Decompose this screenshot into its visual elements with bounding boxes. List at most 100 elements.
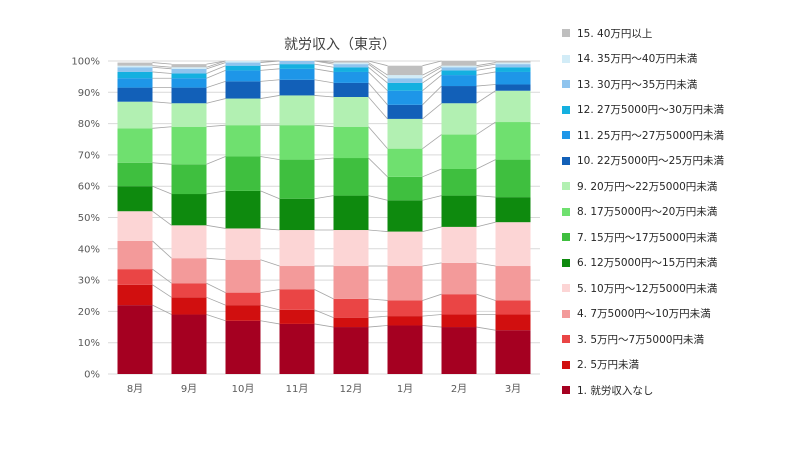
series-line <box>206 98 226 104</box>
bar-segment <box>117 305 153 374</box>
bar-segment <box>441 134 477 169</box>
bar-segment <box>333 266 369 299</box>
bar-segment <box>333 82 369 97</box>
bar-segment <box>333 317 369 328</box>
bar-segment <box>171 283 207 298</box>
bar-segment <box>117 71 153 79</box>
x-tick-label: 1月 <box>397 383 413 395</box>
bar-segment <box>225 305 261 321</box>
bar-segment <box>387 78 423 83</box>
bar-segment <box>117 78 153 88</box>
bar-segment <box>117 67 153 72</box>
bar-segment <box>441 67 477 71</box>
legend-label: 1. 就労収入なし <box>577 384 654 397</box>
series-line <box>476 84 496 87</box>
legend-label: 11. 25万円～27万5000円未満 <box>577 129 724 142</box>
bar-segment <box>171 126 207 165</box>
legend-swatch <box>562 233 570 241</box>
series-line <box>206 156 226 165</box>
bar-segment <box>117 162 153 187</box>
bar-segment <box>387 148 423 177</box>
legend-swatch <box>562 54 570 63</box>
legend-label: 6. 12万5000円～15万円未満 <box>577 257 718 269</box>
bar-segment <box>279 159 315 199</box>
series-line <box>152 62 172 65</box>
bar-segment <box>387 200 423 232</box>
series-line <box>368 96 388 120</box>
series-line <box>422 293 442 301</box>
bar-segment <box>495 197 531 223</box>
series-line <box>476 121 496 135</box>
series-line <box>260 320 280 325</box>
bar-segment <box>117 101 153 129</box>
series-line <box>422 70 442 84</box>
legend-item: 9. 20万円～22万5000円未満 <box>562 179 717 193</box>
legend-item: 6. 12万5000円～15万円未満 <box>562 256 717 270</box>
y-tick-label: 60% <box>78 182 100 193</box>
series-line <box>476 195 496 198</box>
y-tick-label: 30% <box>78 276 100 287</box>
y-tick-label: 90% <box>78 88 100 99</box>
bar-segment <box>225 62 261 66</box>
bar-segment <box>387 75 423 79</box>
bar-segment <box>441 327 477 374</box>
series-line <box>422 262 442 267</box>
bar-segment <box>333 230 369 267</box>
series-line <box>206 60 226 65</box>
series-line <box>476 293 496 301</box>
x-tick-label: 12月 <box>340 383 363 395</box>
legend-label: 14. 35万円～40万円未満 <box>577 53 698 65</box>
series-line <box>152 268 172 284</box>
bar-segment <box>333 61 369 63</box>
legend-item: 13. 30万円～35万円未満 <box>562 77 697 91</box>
series-line <box>152 304 172 315</box>
bar-segment <box>279 61 315 65</box>
legend-item: 3. 5万円～7万5000円未満 <box>562 332 704 346</box>
series-line <box>260 68 280 71</box>
series-line <box>314 79 334 84</box>
bar-segment <box>117 240 153 270</box>
legend-label: 15. 40万円以上 <box>577 27 653 40</box>
bar-segment <box>441 314 477 328</box>
series-line <box>422 226 442 232</box>
legend-swatch <box>562 131 570 139</box>
bar-segment <box>225 156 261 191</box>
series-line <box>422 65 442 76</box>
bar-segment <box>225 61 261 63</box>
series-line <box>422 325 442 328</box>
bar-segment <box>225 98 261 126</box>
bar-segment <box>279 198 315 231</box>
bar-segment <box>441 65 477 68</box>
bar-segment <box>171 87 207 104</box>
bar-segment <box>495 84 531 91</box>
series-line <box>206 80 226 88</box>
bar-segment <box>279 289 315 310</box>
series-line <box>152 66 172 70</box>
series-line <box>152 240 172 259</box>
bar-segment <box>225 81 261 99</box>
legend-label: 3. 5万円～7万5000円未満 <box>577 333 704 346</box>
bar-segment <box>117 284 153 306</box>
bar-segment <box>387 176 423 201</box>
bar-segment <box>333 158 369 196</box>
bar-segment <box>171 225 207 259</box>
series-line <box>152 101 172 104</box>
series-line <box>368 66 388 84</box>
bar-segment <box>441 294 477 315</box>
legend-item: 1. 就労収入なし <box>562 383 653 397</box>
x-tick-label: 11月 <box>286 383 309 395</box>
bar-segment <box>495 122 531 160</box>
series-line <box>476 63 496 68</box>
series-line <box>476 221 496 228</box>
series-line <box>314 63 334 68</box>
legend-swatch <box>562 258 570 267</box>
series-line <box>206 314 226 322</box>
bar-segment <box>387 231 423 267</box>
series-line <box>368 71 388 92</box>
bar-segment <box>225 190 261 229</box>
series-line <box>260 190 280 200</box>
series-line <box>152 162 172 165</box>
series-line <box>368 195 388 201</box>
bar-segment <box>279 309 315 324</box>
legend-item: 12. 27万5000円～30万円未満 <box>562 103 724 117</box>
